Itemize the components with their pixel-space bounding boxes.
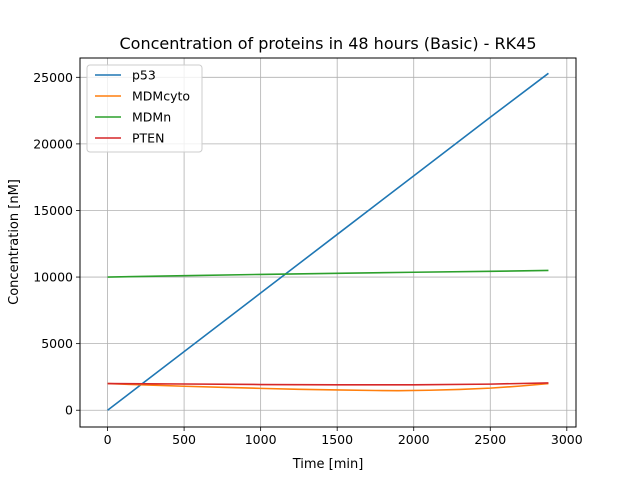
x-tick-label: 500 xyxy=(172,432,196,447)
series-line-pten xyxy=(107,382,549,386)
legend-label-pten: PTEN xyxy=(132,131,164,146)
legend: p53 MDMcyto MDMn PTEN xyxy=(86,64,203,153)
x-tick-label: 1000 xyxy=(245,432,277,447)
x-axis-ticks: 0 500 1000 1500 2000 2500 3000 xyxy=(104,427,583,447)
y-axis-ticks: 0 5000 10000 15000 20000 25000 xyxy=(33,70,80,418)
series-lines xyxy=(107,72,549,411)
y-tick-label: 20000 xyxy=(33,136,73,151)
series-line-mdmn xyxy=(107,269,549,278)
x-tick-label: 3000 xyxy=(551,432,583,447)
y-tick-label: 0 xyxy=(65,403,73,418)
plot-frame xyxy=(79,57,577,428)
legend-label-p53: p53 xyxy=(132,68,156,83)
x-tick-label: 0 xyxy=(104,432,112,447)
y-tick-label: 10000 xyxy=(33,270,73,285)
legend-items: p53 MDMcyto MDMn PTEN xyxy=(95,68,190,146)
y-tick-label: 15000 xyxy=(33,203,73,218)
y-axis-label: Concentration [nM] xyxy=(7,179,22,305)
legend-label-mdmcyto: MDMcyto xyxy=(132,89,190,104)
x-axis-label: Time [min] xyxy=(292,457,364,472)
x-tick-label: 1500 xyxy=(321,432,353,447)
x-tick-label: 2000 xyxy=(398,432,430,447)
legend-box xyxy=(86,64,203,153)
x-tick-label: 2500 xyxy=(474,432,506,447)
legend-label-mdmn: MDMn xyxy=(132,110,171,125)
chart-title: Concentration of proteins in 48 hours (B… xyxy=(119,34,536,53)
y-tick-label: 25000 xyxy=(33,70,73,85)
y-tick-label: 5000 xyxy=(41,336,73,351)
series-line-p53 xyxy=(107,72,549,411)
grid xyxy=(80,58,576,427)
series-line-mdmcyto xyxy=(107,382,549,392)
